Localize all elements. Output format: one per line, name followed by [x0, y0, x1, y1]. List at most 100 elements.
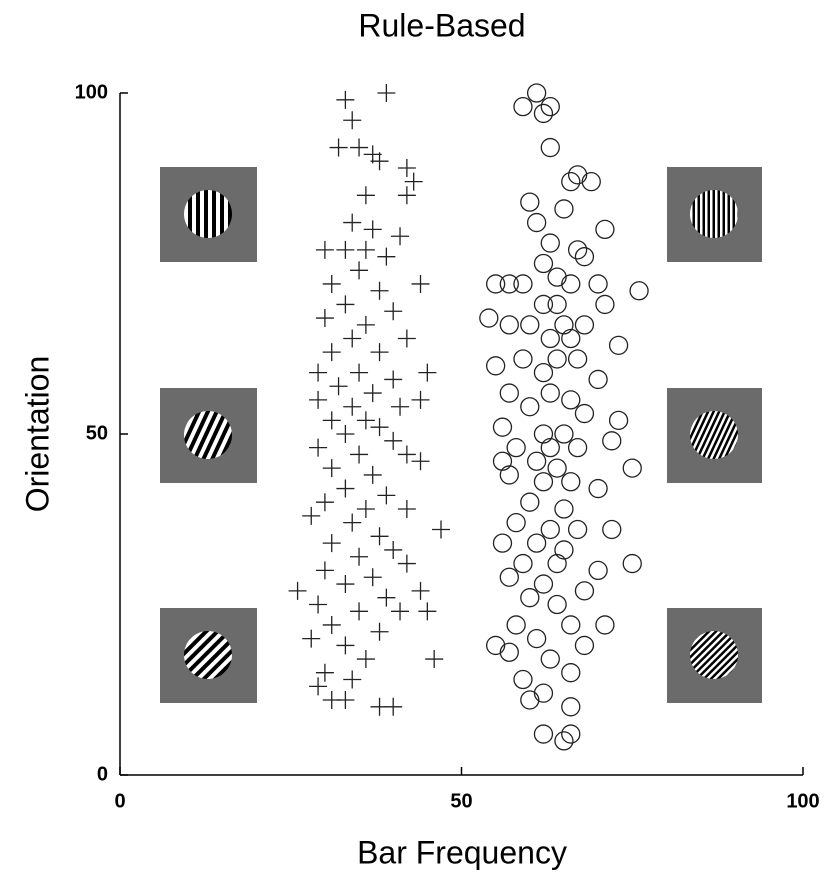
- plus-point: [343, 111, 362, 130]
- circle-point: [540, 519, 560, 540]
- circle-point: [561, 615, 581, 635]
- plus-point: [336, 90, 355, 109]
- plus-point: [432, 520, 451, 539]
- circle-point: [561, 172, 581, 192]
- circle-point: [540, 233, 560, 253]
- circle-point: [561, 472, 581, 492]
- plus-point: [336, 690, 355, 709]
- plus-point: [329, 377, 348, 396]
- plus-point: [322, 534, 341, 553]
- circle-point: [588, 560, 608, 581]
- circle-point: [506, 615, 526, 635]
- plus-point: [350, 547, 369, 566]
- plus-point: [370, 152, 389, 171]
- circle-point: [588, 478, 608, 499]
- circle-point: [547, 594, 567, 615]
- circle-point: [485, 274, 506, 294]
- circle-point: [533, 294, 554, 315]
- plus-point: [322, 343, 341, 362]
- circle-point: [540, 328, 560, 349]
- plus-point: [315, 663, 334, 682]
- plus-point: [397, 186, 416, 205]
- x-tick-label: 100: [786, 790, 819, 812]
- x-tick-label: 50: [450, 790, 472, 812]
- circle-point: [554, 315, 574, 335]
- plus-point: [343, 397, 362, 416]
- circle-point: [554, 540, 574, 560]
- circle-point: [561, 663, 581, 683]
- plus-point: [336, 425, 355, 443]
- plus-point: [302, 506, 321, 525]
- plus-point: [391, 397, 410, 416]
- circle-point: [485, 635, 506, 656]
- circle-point: [574, 403, 595, 424]
- circle-point: [567, 437, 588, 458]
- plus-point: [418, 602, 437, 621]
- x-axis-label: Bar Frequency: [357, 834, 567, 870]
- plus-point: [315, 493, 334, 512]
- plus-point: [350, 445, 369, 464]
- plus-point: [356, 500, 375, 519]
- circle-point: [513, 349, 533, 369]
- circle-point: [533, 472, 554, 492]
- plus-point: [343, 329, 362, 348]
- plus-point: [411, 390, 430, 409]
- plus-point: [384, 697, 403, 716]
- plus-point: [302, 629, 321, 648]
- y-axis-label: Orientation: [19, 356, 55, 513]
- circle-point: [547, 294, 567, 315]
- circle-point: [533, 574, 554, 594]
- y-tick-label: 50: [86, 422, 108, 444]
- circle-point: [520, 315, 540, 335]
- circle-point: [554, 731, 574, 751]
- circle-point: [581, 172, 601, 192]
- plus-point: [363, 568, 382, 587]
- circle-point: [533, 103, 554, 124]
- circle-point: [588, 369, 608, 390]
- circle-point: [499, 567, 519, 587]
- plus-point: [363, 465, 382, 484]
- plus-point: [350, 363, 369, 382]
- circle-point: [595, 615, 615, 635]
- circle-point: [574, 581, 595, 601]
- circle-point: [533, 683, 554, 703]
- circle-point: [485, 356, 506, 376]
- circle-point: [608, 410, 629, 431]
- circle-point: [547, 553, 567, 574]
- circle-point: [506, 513, 526, 533]
- plus-point: [404, 172, 423, 191]
- plus-point: [397, 159, 416, 178]
- circle-point: [547, 349, 567, 369]
- plus-point: [315, 240, 334, 259]
- circle-point: [608, 335, 629, 355]
- plus-point: [329, 138, 348, 157]
- circle-point: [540, 649, 560, 669]
- circle-point: [574, 247, 595, 267]
- circle-point: [533, 362, 554, 383]
- plus-point: [377, 247, 396, 266]
- plus-point: [391, 602, 410, 621]
- plus-point: [418, 363, 437, 382]
- circle-point: [540, 383, 560, 403]
- plus-point: [397, 329, 416, 348]
- plus-point: [377, 84, 396, 102]
- plus-point: [370, 281, 389, 300]
- circle-point: [547, 458, 567, 478]
- plus-point: [384, 431, 403, 450]
- circle-point: [492, 451, 513, 471]
- plus-point: [315, 561, 334, 580]
- plus-point: [309, 363, 328, 382]
- plus-point: [377, 486, 396, 505]
- plus-point: [336, 636, 355, 655]
- circle-point: [533, 253, 554, 274]
- circle-point: [526, 628, 547, 649]
- plus-point: [363, 145, 382, 164]
- circle-point: [499, 465, 519, 485]
- circle-point: [492, 417, 513, 437]
- plus-point: [350, 261, 369, 280]
- plus-point: [425, 650, 444, 669]
- plus-point: [384, 540, 403, 559]
- plus-point: [309, 677, 328, 696]
- circle-point: [622, 458, 642, 478]
